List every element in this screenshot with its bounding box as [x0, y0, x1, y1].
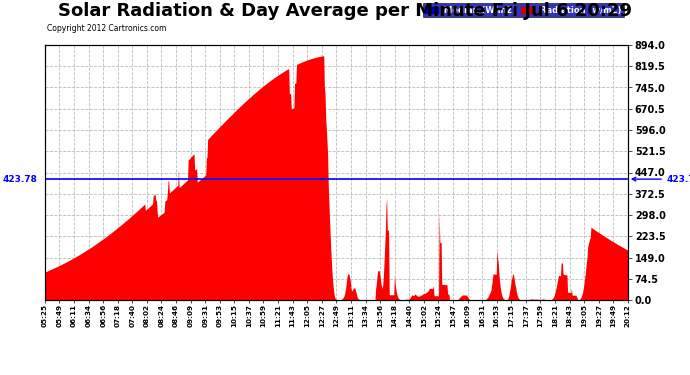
- Text: 423.78: 423.78: [3, 175, 37, 184]
- Text: Solar Radiation & Day Average per Minute Fri Jul 6 20:29: Solar Radiation & Day Average per Minute…: [58, 2, 632, 20]
- Text: 423.78: 423.78: [632, 175, 690, 184]
- Legend: Median (W/m2), Radiation (w/m2): Median (W/m2), Radiation (w/m2): [423, 3, 624, 17]
- Text: Copyright 2012 Cartronics.com: Copyright 2012 Cartronics.com: [47, 24, 166, 33]
